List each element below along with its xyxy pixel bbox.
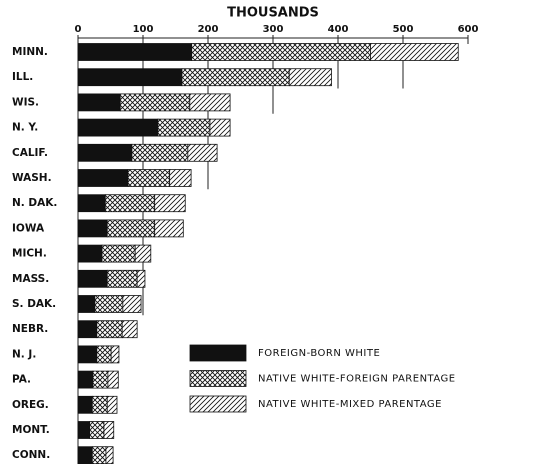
bar-segment <box>77 446 93 464</box>
chart-title: THOUSANDS <box>227 6 319 21</box>
legend-label: NATIVE WHITE-MIXED PARENTAGE <box>258 399 442 410</box>
bar-segment <box>136 269 146 288</box>
bar-segment <box>209 118 231 137</box>
x-tick-label: 500 <box>393 24 414 35</box>
bar-segment <box>191 43 371 61</box>
bar-segment <box>189 93 231 112</box>
legend-label: FOREIGN-BORN WHITE <box>258 348 380 359</box>
bar-segment <box>121 320 138 339</box>
bar-segment <box>169 169 192 187</box>
bar-segment <box>77 345 98 364</box>
bar-segment <box>94 295 124 313</box>
legend-swatch <box>189 370 247 387</box>
bar-segment <box>370 43 459 61</box>
bar-segment <box>92 370 109 389</box>
bar-segment <box>187 143 218 162</box>
y-tick-label: WIS. <box>12 96 39 108</box>
bar-segment <box>89 421 105 439</box>
y-tick-label: N. Y. <box>12 122 38 134</box>
y-tick-label: MINN. <box>12 46 48 58</box>
bar-segment <box>77 143 133 162</box>
bar-segment <box>77 320 98 339</box>
bar-segment <box>154 194 186 213</box>
bar-segment <box>77 395 93 414</box>
bar-segment <box>288 68 332 87</box>
bar-segment <box>101 244 136 263</box>
y-tick-label: CONN. <box>12 449 50 461</box>
bar-segment <box>77 118 159 137</box>
bar-segment <box>127 169 171 187</box>
bar-segment <box>131 143 189 162</box>
y-tick-label: PA. <box>12 374 31 386</box>
y-tick-label: IOWA <box>12 222 45 234</box>
bar-segment <box>106 219 156 238</box>
bar-segment <box>77 194 106 213</box>
bar-segment <box>134 244 152 263</box>
x-tick-label: 300 <box>263 24 284 35</box>
bar-segment <box>110 345 120 364</box>
y-tick-label: CALIF. <box>12 147 48 159</box>
x-tick-label: 100 <box>133 24 154 35</box>
bar-segment <box>91 395 108 414</box>
bar-segment <box>91 446 107 464</box>
bar-segment <box>181 68 290 87</box>
y-tick-label: S. DAK. <box>12 298 56 310</box>
y-tick-label: MICH. <box>12 248 47 260</box>
bar-segment <box>106 395 118 414</box>
legend-swatch <box>189 344 247 362</box>
y-tick-label: N. J. <box>12 348 36 360</box>
bar-segment <box>122 295 142 313</box>
bar-segment <box>154 219 184 238</box>
legend-label: NATIVE WHITE-FOREIGN PARENTAGE <box>258 374 456 385</box>
bar-segment <box>96 345 112 364</box>
y-tick-label: NEBR. <box>12 323 48 335</box>
y-tick-label: MONT. <box>12 424 50 436</box>
bar-segment <box>105 446 114 464</box>
y-tick-label: OREG. <box>12 399 49 411</box>
y-tick-label: MASS. <box>12 273 49 285</box>
bar-segment <box>157 118 211 137</box>
bar-segment <box>77 93 121 112</box>
bar-segment <box>77 421 91 439</box>
bar-segment <box>77 370 94 389</box>
bar-segment <box>77 68 183 87</box>
y-tick-label: ILL. <box>12 71 33 83</box>
bar-segment <box>77 169 129 187</box>
bar-segment <box>77 269 108 288</box>
bar-segment <box>77 43 193 61</box>
legend-swatch <box>189 395 247 413</box>
bar-segment <box>77 244 103 263</box>
x-tick-label: 400 <box>328 24 349 35</box>
x-tick-label: 0 <box>75 24 82 35</box>
x-tick-label: 200 <box>198 24 219 35</box>
y-tick-label: WASH. <box>12 172 52 184</box>
bar-segment <box>106 269 138 288</box>
bar-segment <box>119 93 191 112</box>
y-tick-label: N. DAK. <box>12 197 57 209</box>
bar-segment <box>107 370 119 389</box>
bar-segment <box>96 320 123 339</box>
bar-segment <box>77 219 108 238</box>
bar-segment <box>77 295 96 313</box>
bar-segment <box>103 421 115 439</box>
x-tick-label: 600 <box>458 24 479 35</box>
bar-segment <box>104 194 156 213</box>
